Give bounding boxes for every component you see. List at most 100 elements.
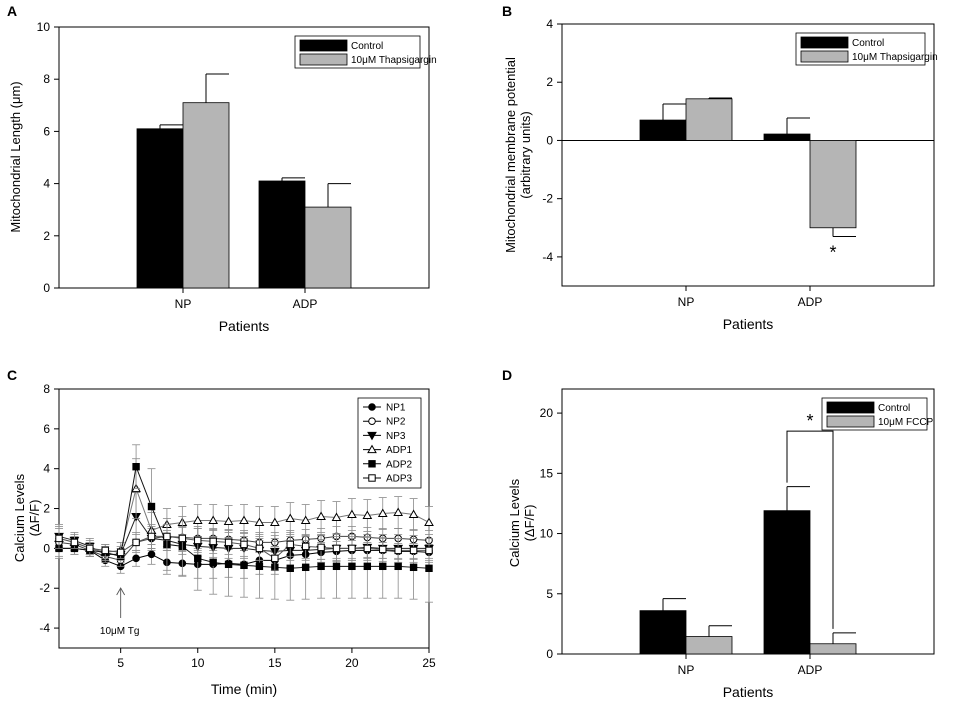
legend-label: Control [351,41,383,52]
legend-label: 10μM Thapsigargin [852,52,938,63]
legend-swatch [800,36,849,49]
panel-a: A Patients Mitochondrial Length (μm) 0 2 4 6 8 1… [7,3,437,334]
significance-bracket [786,430,834,629]
y-tick-label: 4 [43,177,50,191]
data-point [192,515,203,524]
legend-swatch [826,401,875,414]
y-tick-label: -2 [542,192,553,206]
data-point [101,546,109,555]
legend-label: ADP1 [386,445,413,456]
data-point [377,508,388,518]
data-point [224,538,233,547]
y-tick-label: 4 [546,17,553,31]
data-point [379,562,387,571]
y-axis-title-line: Mitochondrial membrane potential [503,57,518,253]
y-axis-title-line: Calcium Levels [507,478,522,567]
bar [258,180,306,289]
legend-marker [368,417,376,426]
bar [685,98,733,141]
data-point [254,517,265,526]
data-point [316,511,326,521]
x-tick-label: 5 [117,656,124,670]
data-point [86,544,94,553]
data-point [116,548,125,557]
y-tick-label: 8 [43,72,50,86]
y-tick-label: 10 [37,20,51,34]
panel-letter: C [7,367,17,383]
data-point [208,515,219,524]
data-point [409,546,418,555]
data-point [394,546,402,555]
x-tick-label: ADP [798,663,823,677]
data-point [55,534,63,543]
bar [685,636,733,655]
data-point [331,512,342,522]
y-tick-label: 10 [540,527,554,541]
data-point [409,563,418,572]
data-point [70,538,79,547]
data-point [224,560,233,569]
data-point [240,561,248,570]
plot-frame [561,23,935,287]
data-point [348,562,356,571]
x-axis-title: Patients [723,684,774,700]
data-point [286,564,294,573]
x-tick-label: NP [678,295,695,309]
y-axis-title-line: (ΔF/F) [522,505,537,542]
series-adp3 [55,524,433,571]
panel-letter: B [502,3,512,19]
data-point [132,538,140,547]
y-tick-label: 6 [43,124,50,138]
bar [639,610,687,655]
bar [182,102,230,289]
legend-marker [368,460,376,468]
bar [304,206,352,289]
y-tick-label: 2 [43,229,50,243]
data-point [408,509,419,519]
data-point [255,544,264,553]
data-point [393,507,404,517]
data-point [379,545,387,554]
y-tick-label: 0 [43,281,50,295]
y-tick-label: 0 [546,647,553,661]
data-point [363,562,372,571]
y-tick-label: -2 [39,581,50,595]
y-tick-label: 2 [546,75,553,89]
data-point [425,564,433,573]
data-point [163,532,171,541]
data-point [147,550,156,559]
y-tick-label: -4 [542,250,553,264]
legend-label: Control [852,38,884,49]
bar [809,140,857,229]
legend-marker [368,403,376,411]
data-point [209,558,217,567]
x-tick-label: ADP [798,295,823,309]
legend-label: 10μM FCCP [878,417,934,428]
panel-letter: A [7,3,17,19]
x-axis-title: Time (min) [211,681,277,697]
x-tick-label: 10 [191,656,205,670]
data-point [178,534,187,543]
data-point [209,537,217,546]
data-point [147,532,156,541]
y-axis-title: Calcium Levels(ΔF/F) [507,478,537,567]
data-point [132,554,140,563]
data-point [239,515,249,524]
panel-d: D Patients Calcium Levels(ΔF/F) 0 5 10 15 20 NP A… [502,367,935,700]
data-point [332,562,341,571]
plot-frame [58,26,430,289]
y-axis-title: Mitochondrial Length (μm) [8,81,23,232]
x-tick-label: ADP [293,297,318,311]
panel-b: B Patients Mitochondrial membrane potentia… [502,3,938,332]
data-point [240,540,248,549]
data-point [286,540,294,549]
significance-marker: * [829,243,836,263]
y-axis-title: Calcium Levels(ΔF/F) [12,473,42,562]
legend-swatch [299,53,348,66]
panel-letter: D [502,367,512,383]
legend-marker [367,444,377,454]
data-point [285,513,296,522]
x-axis-title: Patients [219,318,270,334]
annotation-label: 10μM Tg [100,626,139,637]
